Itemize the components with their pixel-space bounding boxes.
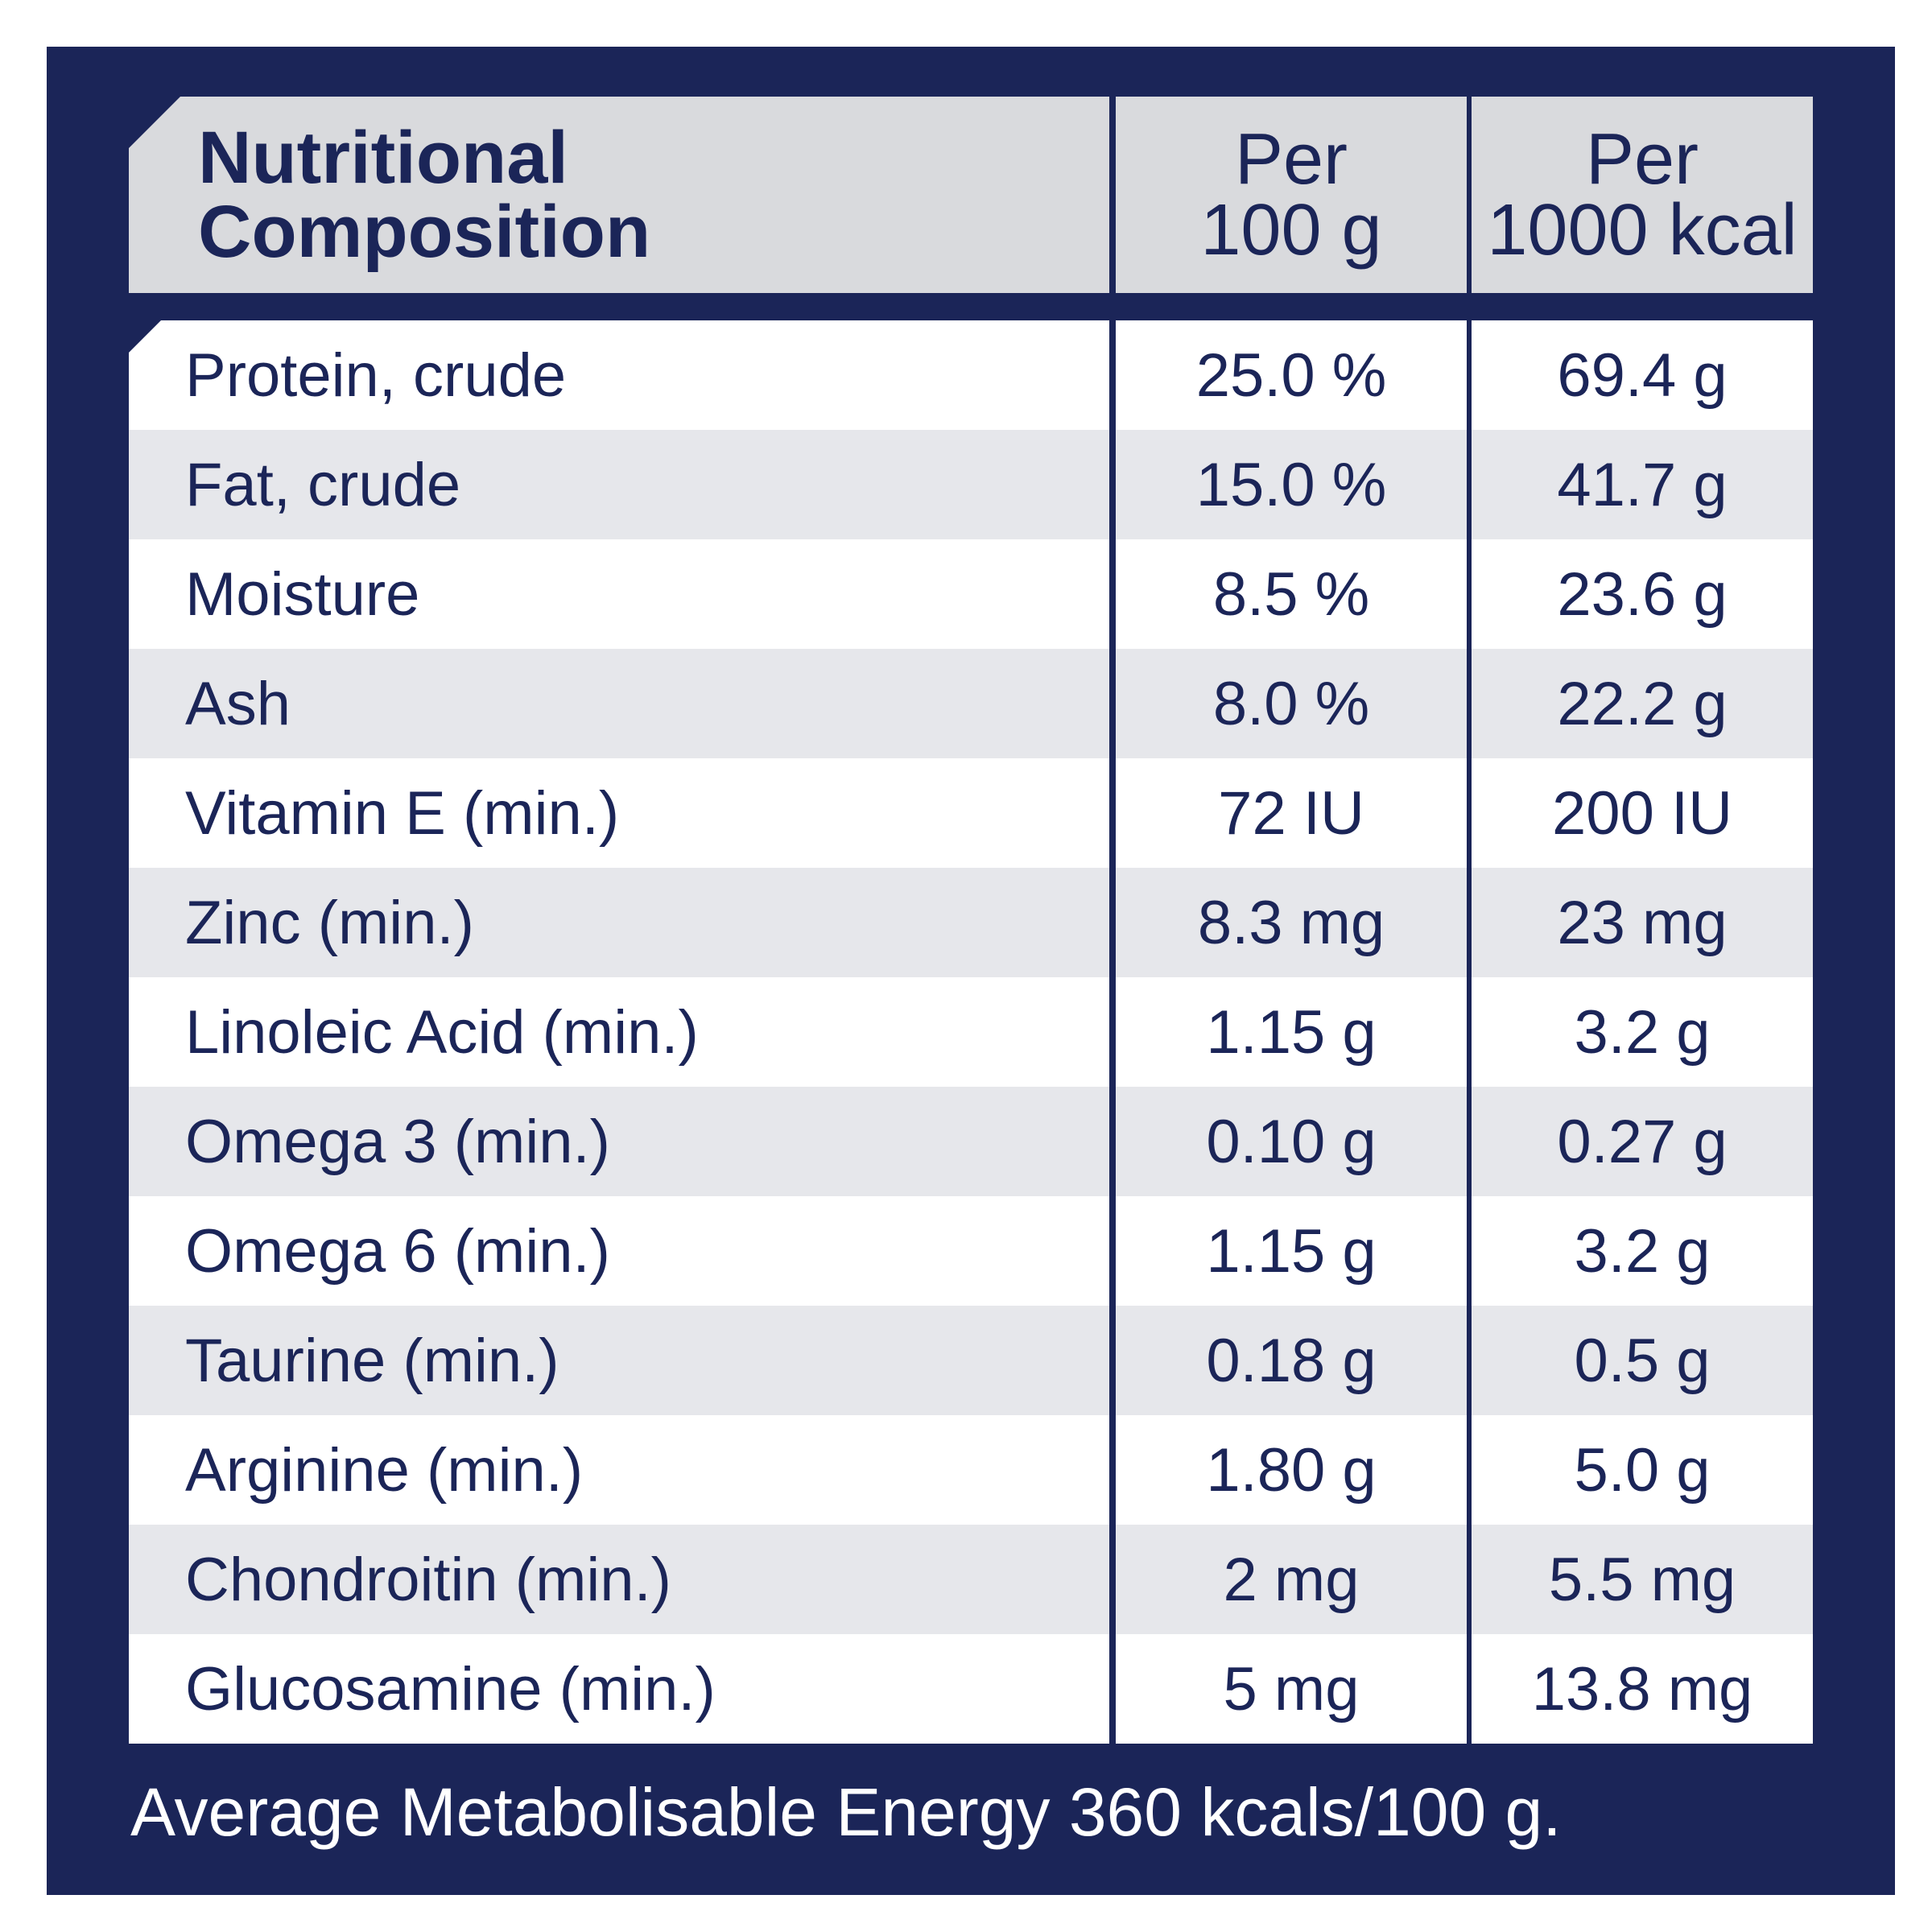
value-per-100g: 2 mg [1116,1525,1467,1634]
table-row: Omega 3 (min.) 0.10 g 0.27 g [129,1087,1813,1196]
table-row: Protein, crude 25.0 % 69.4 g [129,320,1813,430]
value-per-1000kcal: 69.4 g [1472,320,1813,430]
value-per-100g: 15.0 % [1116,430,1467,539]
header-title-line2: Composition [198,191,651,273]
value-per-100g: 1.80 g [1116,1415,1467,1525]
value-per-1000kcal: 0.27 g [1472,1087,1813,1196]
table-row: Zinc (min.) 8.3 mg 23 mg [129,868,1813,977]
value-per-100g: 72 IU [1116,758,1467,868]
energy-footnote: Average Metabolisable Energy 360 kcals/1… [130,1774,1562,1850]
value-per-100g: 5 mg [1116,1634,1467,1744]
nutrient-name: Zinc (min.) [129,868,1109,977]
table-row: Ash 8.0 % 22.2 g [129,649,1813,758]
value-per-100g: 8.0 % [1116,649,1467,758]
nutrient-name: Fat, crude [129,430,1109,539]
value-per-100g: 0.10 g [1116,1087,1467,1196]
value-per-1000kcal: 200 IU [1472,758,1813,868]
value-per-100g: 25.0 % [1116,320,1467,430]
nutrient-name: Ash [129,649,1109,758]
value-per-1000kcal: 0.5 g [1472,1306,1813,1415]
table-row: Chondroitin (min.) 2 mg 5.5 mg [129,1525,1813,1634]
value-per-1000kcal: 13.8 mg [1472,1634,1813,1744]
table-row: Taurine (min.) 0.18 g 0.5 g [129,1306,1813,1415]
value-per-100g: 8.5 % [1116,539,1467,649]
header-per-1000kcal: Per 1000 kcal [1472,97,1813,293]
nutrient-name: Omega 3 (min.) [129,1087,1109,1196]
value-per-1000kcal: 3.2 g [1472,977,1813,1087]
header-nutritional-composition: Nutritional Composition [129,97,1109,293]
header-col2-line1: Per [1585,119,1699,200]
header-col1-line1: Per [1234,119,1348,200]
nutrient-name: Taurine (min.) [129,1306,1109,1415]
value-per-1000kcal: 5.0 g [1472,1415,1813,1525]
nutrient-name: Arginine (min.) [129,1415,1109,1525]
value-per-100g: 8.3 mg [1116,868,1467,977]
table-row: Fat, crude 15.0 % 41.7 g [129,430,1813,539]
nutrient-name: Vitamin E (min.) [129,758,1109,868]
nutrient-name: Linoleic Acid (min.) [129,977,1109,1087]
table-row: Vitamin E (min.) 72 IU 200 IU [129,758,1813,868]
value-per-1000kcal: 23.6 g [1472,539,1813,649]
value-per-1000kcal: 22.2 g [1472,649,1813,758]
table-row: Moisture 8.5 % 23.6 g [129,539,1813,649]
value-per-100g: 1.15 g [1116,977,1467,1087]
table-row: Arginine (min.) 1.80 g 5.0 g [129,1415,1813,1525]
value-per-1000kcal: 41.7 g [1472,430,1813,539]
value-per-1000kcal: 3.2 g [1472,1196,1813,1306]
table-row: Glucosamine (min.) 5 mg 13.8 mg [129,1634,1813,1744]
table-row: Linoleic Acid (min.) 1.15 g 3.2 g [129,977,1813,1087]
nutrient-name: Glucosamine (min.) [129,1634,1109,1744]
value-per-100g: 1.15 g [1116,1196,1467,1306]
header-col2-line2: 1000 kcal [1487,190,1798,270]
table-row: Omega 6 (min.) 1.15 g 3.2 g [129,1196,1813,1306]
value-per-1000kcal: 23 mg [1472,868,1813,977]
header-title-line1: Nutritional [198,117,568,199]
header-per-100g: Per 100 g [1116,97,1467,293]
nutrient-name: Moisture [129,539,1109,649]
nutrition-table: Protein, crude 25.0 % 69.4 g Fat, crude … [129,320,1813,1744]
nutrient-name: Chondroitin (min.) [129,1525,1109,1634]
nutrient-name: Protein, crude [129,320,1109,430]
value-per-100g: 0.18 g [1116,1306,1467,1415]
header-col1-line2: 100 g [1200,190,1382,270]
value-per-1000kcal: 5.5 mg [1472,1525,1813,1634]
nutrient-name: Omega 6 (min.) [129,1196,1109,1306]
